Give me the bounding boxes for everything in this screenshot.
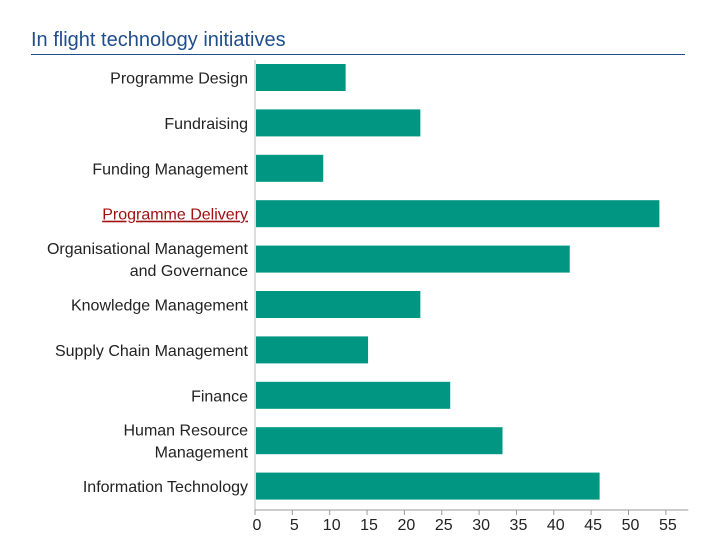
x-tick-label: 10 (323, 517, 341, 534)
category-label: Funding Management (92, 161, 248, 178)
x-tick-label: 30 (472, 517, 490, 534)
x-tick-label: 45 (584, 517, 602, 534)
category-label: Knowledge Management (71, 298, 249, 315)
x-tick-label: 35 (510, 517, 528, 534)
bar (256, 109, 421, 137)
category-label: and Governance (130, 263, 248, 280)
category-label: Programme Design (110, 71, 248, 88)
category-label: Organisational Management (47, 241, 249, 258)
x-tick-label: 5 (290, 517, 299, 534)
x-tick-label: 55 (659, 517, 677, 534)
category-label: Supply Chain Management (55, 343, 249, 360)
x-tick-label: 40 (547, 517, 565, 534)
bar (256, 472, 600, 500)
bar (256, 427, 503, 455)
bar (256, 200, 660, 228)
category-label: Fundraising (164, 116, 248, 133)
bar (256, 291, 421, 318)
chart-title: In flight technology initiatives (31, 29, 286, 51)
x-tick-label: 20 (398, 517, 416, 534)
bar (256, 381, 451, 409)
x-tick-label: 25 (435, 517, 453, 534)
category-label: Human Resource (124, 423, 249, 440)
bar (256, 64, 346, 91)
title-divider (31, 54, 685, 55)
bar (256, 245, 570, 273)
bar (256, 154, 324, 182)
category-label: Information Technology (83, 479, 248, 496)
category-label: Management (155, 445, 249, 462)
x-tick-label: 15 (360, 517, 378, 534)
category-label: Finance (191, 388, 248, 405)
category-label-link[interactable]: Programme Delivery (102, 207, 248, 224)
bar (256, 336, 369, 364)
x-tick-label: 0 (253, 517, 262, 534)
x-tick-label: 50 (622, 517, 640, 534)
